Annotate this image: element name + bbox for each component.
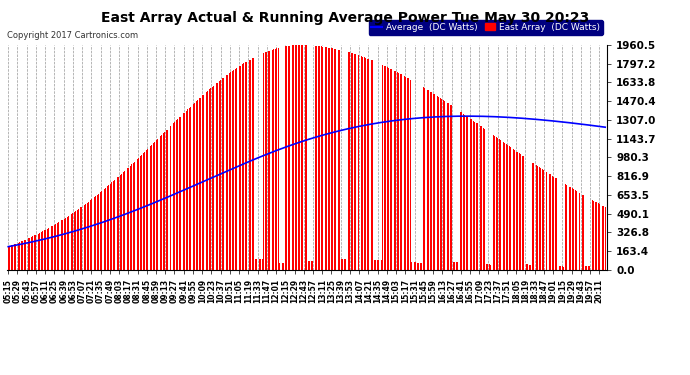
Text: Copyright 2017 Cartronics.com: Copyright 2017 Cartronics.com (7, 32, 138, 40)
Legend: Average  (DC Watts), East Array  (DC Watts): Average (DC Watts), East Array (DC Watts… (368, 20, 602, 34)
Text: East Array Actual & Running Average Power Tue May 30 20:23: East Array Actual & Running Average Powe… (101, 11, 589, 25)
